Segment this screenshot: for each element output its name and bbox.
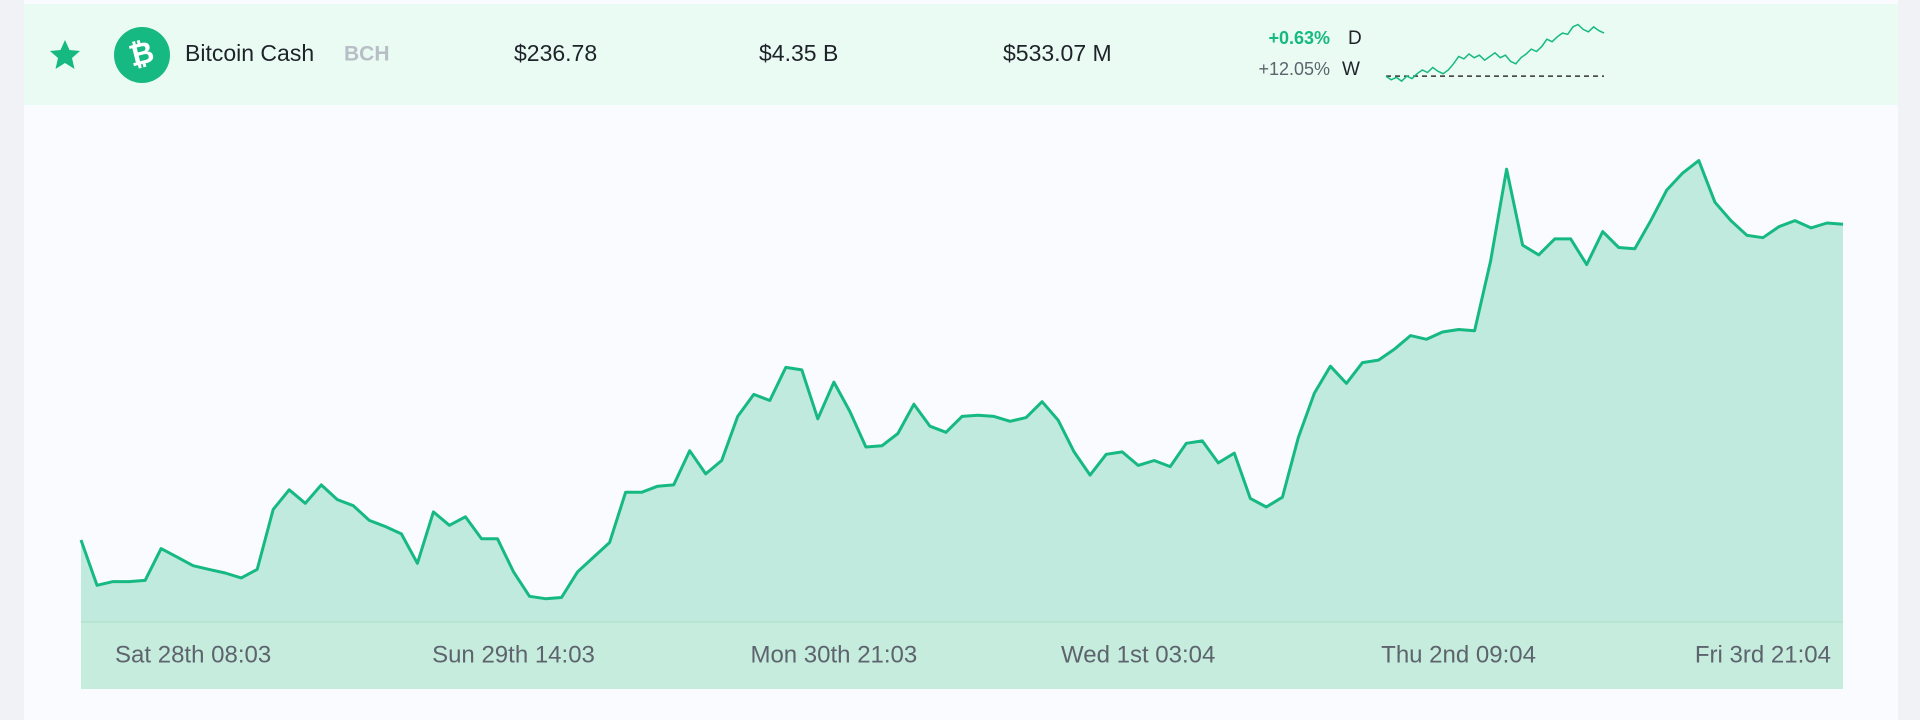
- coin-icon: [114, 27, 170, 83]
- price-line: [79, 159, 1844, 601]
- card: [24, 0, 1898, 720]
- change-value: +12.05%: [1258, 59, 1330, 79]
- x-axis-band: [81, 622, 1843, 689]
- change-value: +0.63%: [1268, 28, 1330, 48]
- change-period: W: [1342, 59, 1360, 80]
- x-tick-label: Sat 28th 08:03: [115, 641, 271, 668]
- x-tick-label: Mon 30th 21:03: [750, 641, 917, 668]
- area-fill: [81, 160, 1843, 622]
- volume: $533.07 M: [1003, 40, 1112, 66]
- coin-name[interactable]: Bitcoin Cash: [185, 40, 314, 66]
- coin-row[interactable]: [24, 4, 1898, 105]
- x-tick-label: Wed 1st 03:04: [1061, 641, 1215, 668]
- favorite-star[interactable]: [50, 40, 80, 69]
- price: $236.78: [514, 40, 597, 66]
- coin-symbol: BCH: [344, 43, 390, 66]
- sparkline: [1385, 23, 1605, 83]
- change-period: D: [1348, 28, 1362, 49]
- x-tick-label: Sun 29th 14:03: [432, 641, 595, 668]
- market-cap: $4.35 B: [759, 40, 838, 66]
- x-tick-label: Fri 3rd 21:04: [1695, 641, 1831, 668]
- x-tick-label: Thu 2nd 09:04: [1381, 641, 1536, 668]
